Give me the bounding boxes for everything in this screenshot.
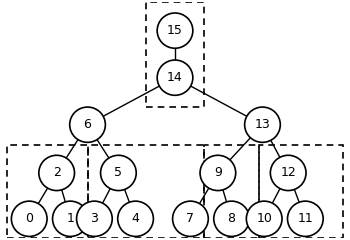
Ellipse shape (157, 60, 193, 95)
Bar (146, 2, 204, 107)
Ellipse shape (270, 155, 306, 191)
Ellipse shape (52, 201, 88, 236)
Text: 13: 13 (254, 118, 270, 131)
Ellipse shape (200, 155, 236, 191)
Ellipse shape (287, 201, 323, 236)
Bar (259, 145, 343, 238)
Text: 8: 8 (228, 212, 236, 225)
Text: 9: 9 (214, 166, 222, 180)
Ellipse shape (245, 107, 280, 142)
Text: 3: 3 (90, 212, 98, 225)
Text: 2: 2 (53, 166, 61, 180)
Ellipse shape (173, 201, 208, 236)
Text: 14: 14 (167, 71, 183, 84)
Text: 12: 12 (280, 166, 296, 180)
Ellipse shape (12, 201, 47, 236)
Ellipse shape (246, 201, 282, 236)
Ellipse shape (214, 201, 250, 236)
Ellipse shape (100, 155, 136, 191)
Bar (88, 145, 204, 238)
Text: 1: 1 (66, 212, 74, 225)
Ellipse shape (77, 201, 112, 236)
Text: 5: 5 (114, 166, 122, 180)
Text: 10: 10 (256, 212, 272, 225)
Bar (7, 145, 88, 238)
Text: 11: 11 (298, 212, 313, 225)
Text: 15: 15 (167, 24, 183, 37)
Text: 0: 0 (25, 212, 33, 225)
Ellipse shape (118, 201, 153, 236)
Ellipse shape (70, 107, 105, 142)
Ellipse shape (157, 13, 193, 48)
Bar (204, 145, 259, 238)
Ellipse shape (39, 155, 75, 191)
Text: 4: 4 (132, 212, 140, 225)
Text: 6: 6 (84, 118, 91, 131)
Text: 7: 7 (187, 212, 195, 225)
